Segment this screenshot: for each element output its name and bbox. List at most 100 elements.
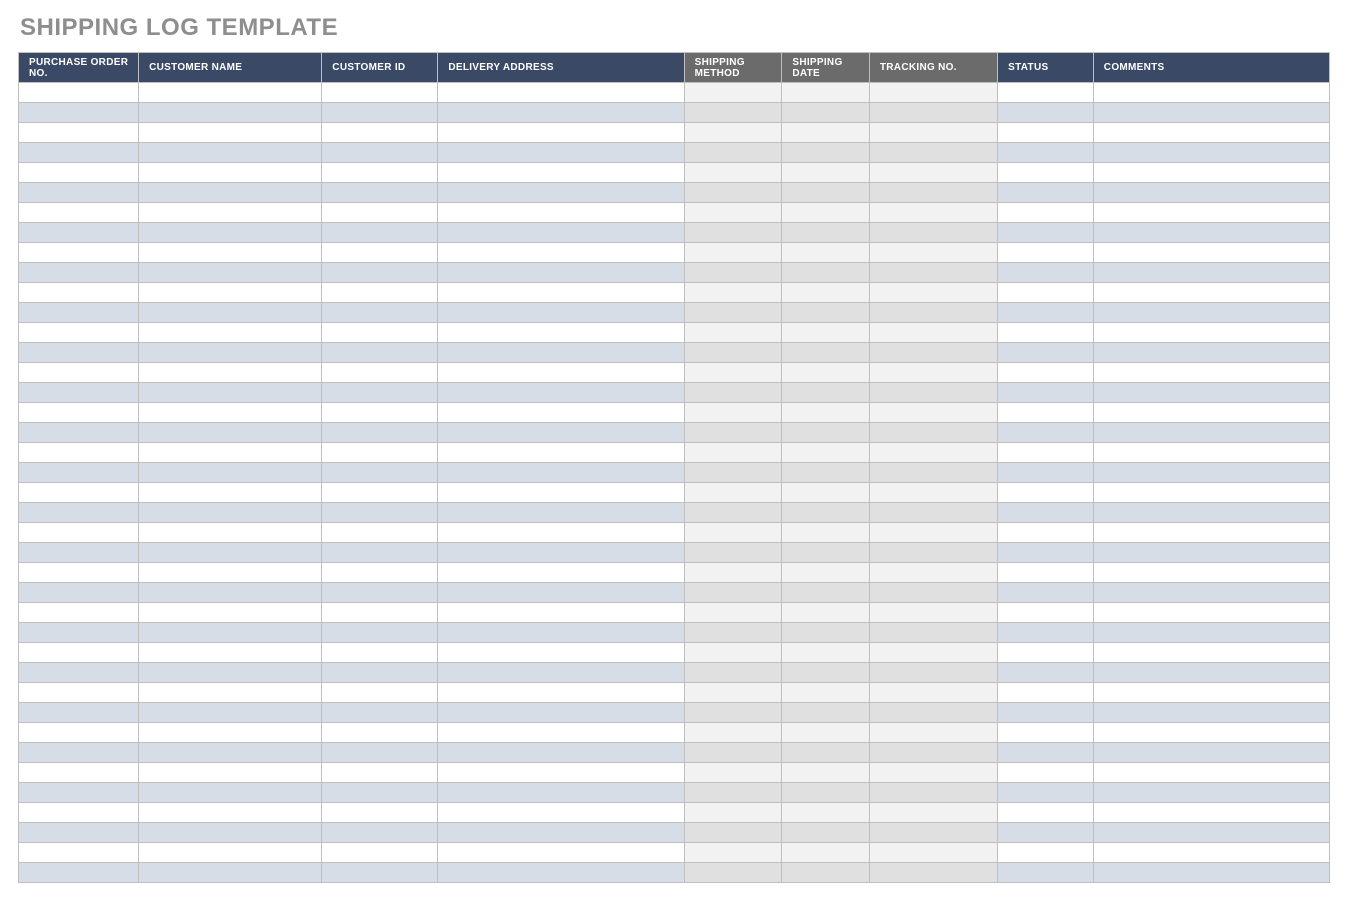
- table-cell[interactable]: [139, 183, 322, 203]
- table-cell[interactable]: [869, 163, 997, 183]
- table-cell[interactable]: [438, 843, 684, 863]
- table-cell[interactable]: [782, 143, 870, 163]
- table-cell[interactable]: [684, 863, 782, 883]
- table-cell[interactable]: [869, 143, 997, 163]
- table-cell[interactable]: [998, 183, 1094, 203]
- table-cell[interactable]: [684, 283, 782, 303]
- table-cell[interactable]: [139, 823, 322, 843]
- table-cell[interactable]: [139, 283, 322, 303]
- table-cell[interactable]: [684, 483, 782, 503]
- table-cell[interactable]: [998, 343, 1094, 363]
- table-cell[interactable]: [19, 643, 139, 663]
- table-cell[interactable]: [322, 443, 438, 463]
- table-cell[interactable]: [322, 163, 438, 183]
- table-cell[interactable]: [139, 163, 322, 183]
- table-cell[interactable]: [1093, 283, 1329, 303]
- table-cell[interactable]: [869, 583, 997, 603]
- table-cell[interactable]: [19, 203, 139, 223]
- table-cell[interactable]: [684, 763, 782, 783]
- table-cell[interactable]: [782, 463, 870, 483]
- table-cell[interactable]: [1093, 343, 1329, 363]
- table-cell[interactable]: [139, 603, 322, 623]
- table-cell[interactable]: [684, 103, 782, 123]
- table-cell[interactable]: [322, 263, 438, 283]
- table-cell[interactable]: [1093, 663, 1329, 683]
- table-cell[interactable]: [19, 223, 139, 243]
- table-cell[interactable]: [998, 383, 1094, 403]
- table-cell[interactable]: [684, 623, 782, 643]
- table-cell[interactable]: [998, 103, 1094, 123]
- table-cell[interactable]: [684, 723, 782, 743]
- table-cell[interactable]: [782, 523, 870, 543]
- table-cell[interactable]: [998, 423, 1094, 443]
- table-cell[interactable]: [684, 143, 782, 163]
- table-cell[interactable]: [1093, 423, 1329, 443]
- table-cell[interactable]: [684, 183, 782, 203]
- table-cell[interactable]: [869, 323, 997, 343]
- table-cell[interactable]: [438, 463, 684, 483]
- table-cell[interactable]: [438, 303, 684, 323]
- table-cell[interactable]: [782, 183, 870, 203]
- table-cell[interactable]: [869, 743, 997, 763]
- table-cell[interactable]: [782, 363, 870, 383]
- table-cell[interactable]: [1093, 323, 1329, 343]
- table-cell[interactable]: [19, 563, 139, 583]
- table-cell[interactable]: [684, 323, 782, 343]
- table-cell[interactable]: [19, 143, 139, 163]
- table-cell[interactable]: [322, 643, 438, 663]
- table-cell[interactable]: [322, 523, 438, 543]
- table-cell[interactable]: [782, 663, 870, 683]
- table-cell[interactable]: [322, 823, 438, 843]
- table-cell[interactable]: [322, 843, 438, 863]
- table-cell[interactable]: [998, 483, 1094, 503]
- table-cell[interactable]: [438, 643, 684, 663]
- table-cell[interactable]: [998, 463, 1094, 483]
- table-cell[interactable]: [684, 803, 782, 823]
- table-cell[interactable]: [438, 443, 684, 463]
- table-cell[interactable]: [684, 503, 782, 523]
- table-cell[interactable]: [869, 183, 997, 203]
- table-cell[interactable]: [782, 803, 870, 823]
- table-cell[interactable]: [869, 383, 997, 403]
- table-cell[interactable]: [1093, 163, 1329, 183]
- table-cell[interactable]: [684, 583, 782, 603]
- table-cell[interactable]: [782, 283, 870, 303]
- table-cell[interactable]: [139, 583, 322, 603]
- table-cell[interactable]: [139, 443, 322, 463]
- table-cell[interactable]: [19, 83, 139, 103]
- table-cell[interactable]: [782, 743, 870, 763]
- table-cell[interactable]: [19, 343, 139, 363]
- table-cell[interactable]: [782, 843, 870, 863]
- table-cell[interactable]: [19, 783, 139, 803]
- table-cell[interactable]: [869, 523, 997, 543]
- table-cell[interactable]: [322, 563, 438, 583]
- table-cell[interactable]: [322, 723, 438, 743]
- table-cell[interactable]: [869, 243, 997, 263]
- table-cell[interactable]: [998, 863, 1094, 883]
- table-cell[interactable]: [139, 723, 322, 743]
- table-cell[interactable]: [438, 663, 684, 683]
- table-cell[interactable]: [869, 543, 997, 563]
- table-cell[interactable]: [1093, 143, 1329, 163]
- table-cell[interactable]: [869, 863, 997, 883]
- table-cell[interactable]: [438, 603, 684, 623]
- table-cell[interactable]: [139, 563, 322, 583]
- table-cell[interactable]: [782, 503, 870, 523]
- table-cell[interactable]: [998, 763, 1094, 783]
- table-cell[interactable]: [19, 383, 139, 403]
- table-cell[interactable]: [322, 383, 438, 403]
- table-cell[interactable]: [322, 603, 438, 623]
- table-cell[interactable]: [869, 203, 997, 223]
- table-cell[interactable]: [322, 663, 438, 683]
- table-cell[interactable]: [19, 183, 139, 203]
- table-cell[interactable]: [1093, 403, 1329, 423]
- table-cell[interactable]: [782, 83, 870, 103]
- table-cell[interactable]: [19, 803, 139, 823]
- table-cell[interactable]: [684, 243, 782, 263]
- table-cell[interactable]: [19, 103, 139, 123]
- table-cell[interactable]: [998, 143, 1094, 163]
- table-cell[interactable]: [782, 163, 870, 183]
- table-cell[interactable]: [998, 663, 1094, 683]
- table-cell[interactable]: [438, 283, 684, 303]
- table-cell[interactable]: [19, 463, 139, 483]
